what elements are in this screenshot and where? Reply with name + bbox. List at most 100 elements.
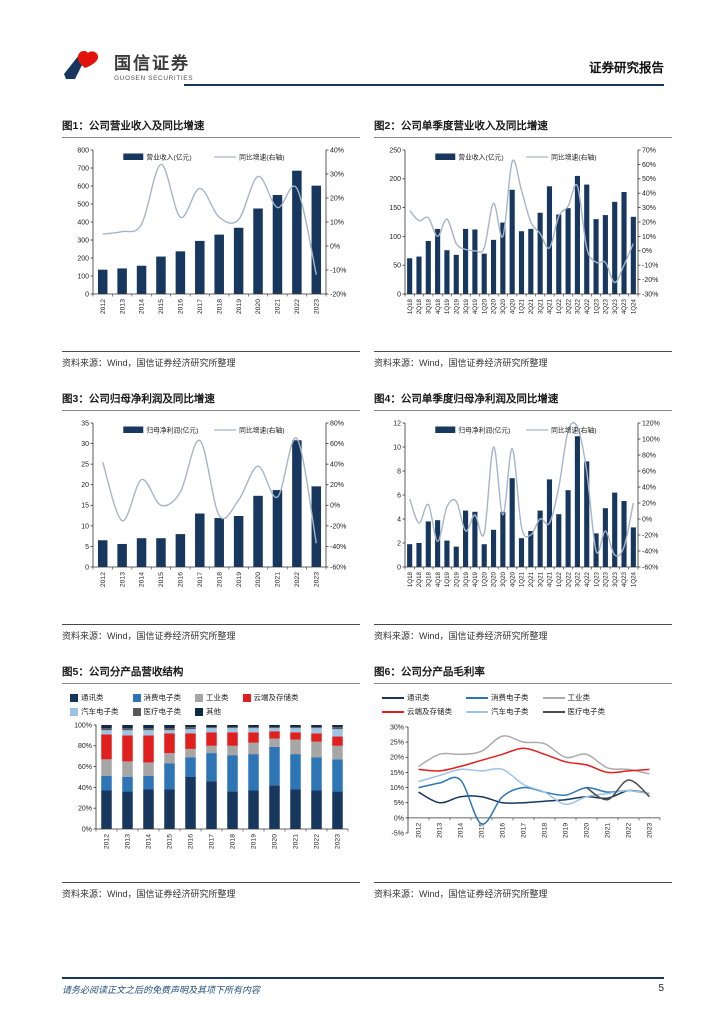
- svg-text:2021: 2021: [275, 299, 282, 314]
- svg-text:2012: 2012: [100, 572, 107, 587]
- figure-1-source: 资料来源：Wind，国信证券经济研究所整理: [62, 358, 236, 368]
- svg-text:2017: 2017: [197, 299, 204, 314]
- svg-text:100%: 100%: [74, 722, 92, 729]
- svg-text:-20%: -20%: [642, 277, 658, 284]
- brand-name-en: GUOSEN SECURITIES: [114, 75, 194, 82]
- figure-6-source: 资料来源：Wind，国信证券经济研究所整理: [374, 889, 548, 899]
- svg-text:4Q19: 4Q19: [472, 298, 479, 314]
- brand-text: 国信证券 GUOSEN SECURITIES: [114, 49, 193, 82]
- svg-text:-20%: -20%: [642, 532, 658, 539]
- svg-text:2013: 2013: [437, 823, 444, 838]
- figure-4: 图4：公司单季度归母净利润及同比增速 0 2 4 6 8 10 12 -60% -40% -20%…: [374, 391, 672, 642]
- legend-swatch-icon: [132, 693, 141, 702]
- figure-4-chart: 0 2 4 6 8 10 12 -60% -40% -20% 0% 20% 40% 60% 80% 100% 1…: [374, 417, 672, 620]
- svg-text:2019: 2019: [236, 572, 243, 587]
- legend-label: 工业类: [567, 693, 591, 702]
- svg-text:60%: 60%: [330, 441, 344, 448]
- legend-label: 其他: [206, 707, 221, 716]
- svg-text:30%: 30%: [330, 171, 344, 178]
- svg-text:2014: 2014: [146, 834, 153, 849]
- brand: 国信证券 GUOSEN SECURITIES: [62, 49, 193, 82]
- svg-text:-5%: -5%: [392, 830, 404, 837]
- legend-item: 工业类: [542, 692, 606, 703]
- svg-text:60%: 60%: [78, 764, 92, 771]
- svg-text:25: 25: [81, 462, 89, 469]
- svg-text:1Q20: 1Q20: [481, 571, 488, 587]
- svg-text:60%: 60%: [642, 468, 656, 475]
- svg-text:4Q21: 4Q21: [547, 298, 554, 314]
- svg-text:80%: 80%: [330, 420, 344, 427]
- svg-text:同比增速(右轴): 同比增速(右轴): [551, 425, 596, 434]
- svg-text:3Q22: 3Q22: [575, 571, 582, 587]
- svg-text:300: 300: [77, 237, 89, 244]
- svg-text:2021: 2021: [605, 823, 612, 838]
- svg-text:2018: 2018: [216, 572, 223, 587]
- legend-item: 消费电子类: [132, 692, 181, 703]
- svg-text:50: 50: [393, 263, 401, 270]
- svg-text:同比增速(右轴): 同比增速(右轴): [239, 152, 284, 161]
- svg-text:3Q18: 3Q18: [426, 298, 433, 314]
- svg-text:-10%: -10%: [642, 263, 658, 270]
- legend-swatch-icon: [242, 693, 251, 702]
- figure-3-title-rule: [62, 410, 360, 411]
- figure-5: 图5：公司分产品营收结构 通讯类 消费电子类 工业类 云端及存储类 汽车电子类 医疗电子类…: [62, 664, 360, 900]
- figure-3-source-rule: [62, 624, 360, 625]
- svg-text:80%: 80%: [642, 452, 656, 459]
- brand-name-cn: 国信证券: [114, 54, 190, 73]
- svg-text:500: 500: [77, 201, 89, 208]
- svg-text:600: 600: [77, 183, 89, 190]
- legend-label: 云端及存储类: [253, 693, 299, 702]
- svg-text:100: 100: [389, 234, 401, 241]
- legend-label: 通讯类: [81, 693, 104, 702]
- svg-text:4Q20: 4Q20: [509, 298, 516, 314]
- figure-2-title: 图2：公司单季度营业收入及同比增速: [374, 120, 548, 132]
- svg-text:0: 0: [85, 291, 89, 298]
- svg-text:40%: 40%: [642, 191, 656, 198]
- svg-text:2015: 2015: [167, 834, 174, 849]
- legend-item: 汽车电子类: [466, 706, 529, 717]
- svg-text:2020: 2020: [255, 572, 262, 587]
- svg-text:5: 5: [85, 544, 89, 551]
- legend-label: 汽车电子类: [491, 707, 529, 716]
- figure-3: 图3：公司归母净利润及同比增速 0 5 10 15 20 25 30 35 -60% -40% -2…: [62, 391, 360, 642]
- svg-text:2015: 2015: [479, 823, 486, 838]
- figure-1-title: 图1：公司营业收入及同比增速: [62, 120, 205, 132]
- svg-text:2Q18: 2Q18: [416, 298, 423, 314]
- svg-text:1Q23: 1Q23: [593, 298, 600, 314]
- svg-text:2015: 2015: [158, 572, 165, 587]
- svg-text:3Q21: 3Q21: [537, 571, 544, 587]
- svg-text:8: 8: [397, 468, 401, 475]
- figure-6: 图6：公司分产品毛利率 通讯类 消费电子类 工业类 云端及存储类 汽车电子类 医疗电子类 -…: [374, 664, 672, 900]
- legend-item: 云端及存储类: [242, 692, 299, 703]
- svg-text:-20%: -20%: [330, 523, 346, 530]
- svg-text:3Q21: 3Q21: [537, 298, 544, 314]
- svg-text:-20%: -20%: [330, 291, 346, 298]
- svg-text:3Q20: 3Q20: [500, 571, 507, 587]
- figure-1: 图1：公司营业收入及同比增速 0 100 200 300 400 500 600 700 800…: [62, 118, 360, 369]
- svg-text:2018: 2018: [230, 834, 237, 849]
- svg-text:1Q20: 1Q20: [481, 298, 488, 314]
- legend-swatch-icon: [382, 696, 404, 699]
- svg-text:2021: 2021: [275, 572, 282, 587]
- figure-5-title: 图5：公司分产品营收结构: [62, 666, 184, 678]
- legend-item: 消费电子类: [466, 692, 529, 703]
- svg-text:2023: 2023: [313, 299, 320, 314]
- svg-text:2019: 2019: [236, 299, 243, 314]
- svg-text:20%: 20%: [330, 482, 344, 489]
- svg-text:1Q24: 1Q24: [631, 298, 638, 314]
- svg-text:0: 0: [397, 291, 401, 298]
- svg-text:60%: 60%: [642, 162, 656, 169]
- svg-text:2014: 2014: [139, 572, 146, 587]
- svg-text:6: 6: [397, 492, 401, 499]
- svg-text:同比增速(右轴): 同比增速(右轴): [551, 152, 596, 161]
- figure-1-chart: 0 100 200 300 400 500 600 700 800 -20% -10% 0% 10% 20…: [62, 144, 360, 347]
- figure-4-title-rule: [374, 410, 672, 411]
- figure-2-source-rule: [374, 351, 672, 352]
- header-divider: [184, 84, 664, 86]
- svg-text:1Q24: 1Q24: [631, 571, 638, 587]
- svg-text:2014: 2014: [458, 823, 465, 838]
- svg-text:30%: 30%: [642, 205, 656, 212]
- figure-5-title-rule: [62, 683, 360, 684]
- svg-text:250: 250: [389, 147, 401, 154]
- svg-text:10: 10: [393, 444, 401, 451]
